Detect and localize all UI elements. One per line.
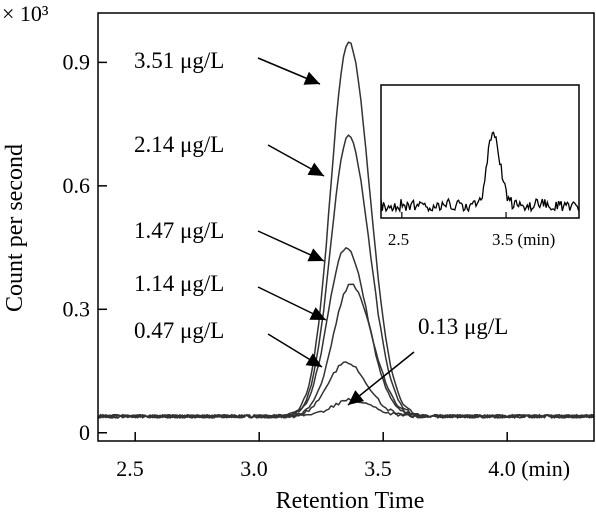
arrow-head: [309, 307, 326, 320]
inset-trace: [380, 131, 580, 214]
series-label: 0.47 μg/L: [134, 318, 224, 343]
series-label: 1.47 μg/L: [134, 218, 224, 243]
inset-frame: [380, 84, 580, 219]
inset-tick-label: 3.5 (min): [492, 230, 555, 249]
annotation-arrows: [257, 57, 415, 406]
arrow-head: [348, 390, 365, 405]
plot-frame: [97, 12, 595, 442]
series-trace: [97, 397, 595, 419]
x-tick-label: 2.5: [116, 456, 144, 481]
series-label: 1.14 μg/L: [134, 271, 224, 296]
series-label: 0.13 μg/L: [418, 314, 508, 339]
series-trace: [97, 283, 595, 420]
axis-ticks: 0 0.3 0.6 0.9 2.5 3.0 3.5 4.0 (min): [63, 49, 571, 481]
arrow-head: [307, 162, 324, 176]
x-tick-label: 3.0: [240, 456, 268, 481]
y-tick-label: 0.6: [63, 173, 91, 198]
y-tick-label: 0: [79, 420, 90, 445]
inset-ticks: 2.5 3.5 (min): [388, 212, 555, 249]
x-axis-title: Retention Time: [276, 488, 425, 514]
series-label: 2.14 μg/L: [134, 132, 224, 157]
x-tick-label: 4.0 (min): [488, 456, 570, 481]
arrow-head: [307, 248, 324, 262]
series-labels: 3.51 μg/L 2.14 μg/L 1.47 μg/L 1.14 μg/L 0.47…: [134, 48, 508, 343]
arrow-head: [303, 71, 320, 85]
inset-series-trace: [380, 131, 580, 214]
y-axis-title: Count per second: [2, 144, 28, 312]
series-traces: [97, 41, 595, 420]
y-tick-label: 0.9: [63, 49, 91, 74]
x-tick-label: 3.5: [364, 456, 392, 481]
multiplier-label: × 10³: [2, 1, 49, 26]
series-label: 3.51 μg/L: [134, 48, 224, 73]
series-trace: [97, 361, 594, 419]
arrow-head: [305, 353, 322, 367]
inset-chart: 2.5 3.5 (min): [380, 84, 580, 249]
inset-tick-label: 2.5: [388, 230, 409, 249]
y-tick-label: 0.3: [63, 296, 91, 321]
